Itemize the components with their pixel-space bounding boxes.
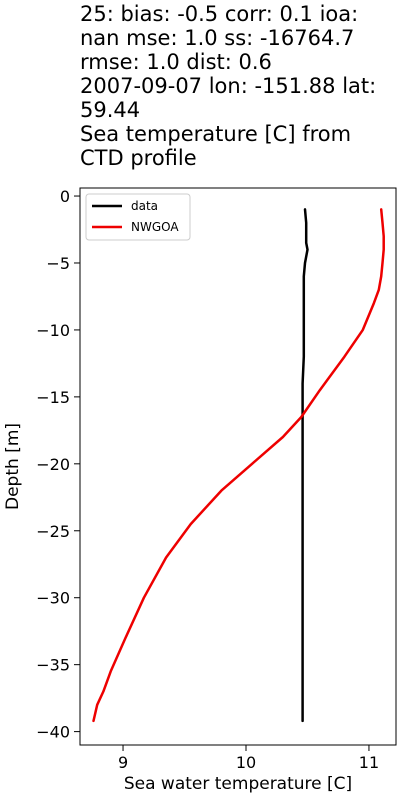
y-tick-label: 0 — [60, 187, 70, 206]
title-line: nan mse: 1.0 ss: -16764.7 — [80, 26, 355, 50]
title-line: 25: bias: -0.5 corr: 0.1 ioa: — [80, 2, 359, 26]
x-tick-label: 9 — [118, 753, 128, 772]
title-line: Sea temperature [C] from — [80, 122, 352, 146]
series-layer — [92, 208, 385, 723]
y-tick-label: −35 — [36, 656, 70, 675]
series-line-nwgoa — [92, 208, 385, 723]
y-tick-label: −25 — [36, 522, 70, 541]
y-tick-label: −10 — [36, 321, 70, 340]
axes-layer: 9 10 11 0 −5 −10 −15 −20 −25 −30 −35 −40 — [36, 187, 379, 772]
legend: data NWGOA — [85, 193, 191, 241]
plot-frame — [79, 187, 397, 746]
y-tick-label: −40 — [36, 723, 70, 742]
legend-label: data — [131, 199, 158, 213]
title-line: 59.44 — [80, 98, 141, 122]
series-line-data — [301, 208, 309, 723]
y-tick-label: −5 — [46, 254, 70, 273]
x-tick-label: 10 — [236, 753, 256, 772]
y-tick-label: −15 — [36, 388, 70, 407]
y-tick-label: −20 — [36, 455, 70, 474]
title-line: 2007-09-07 lon: -151.88 lat: — [80, 74, 377, 98]
y-axis-label: Depth [m] — [3, 423, 23, 510]
title-line: rmse: 1.0 dist: 0.6 — [80, 50, 272, 74]
y-tick-label: −30 — [36, 589, 70, 608]
legend-label: NWGOA — [131, 220, 179, 234]
x-tick-label: 11 — [359, 753, 379, 772]
title-line: CTD profile — [80, 146, 197, 170]
x-axis-label: Sea water temperature [C] — [124, 774, 352, 794]
